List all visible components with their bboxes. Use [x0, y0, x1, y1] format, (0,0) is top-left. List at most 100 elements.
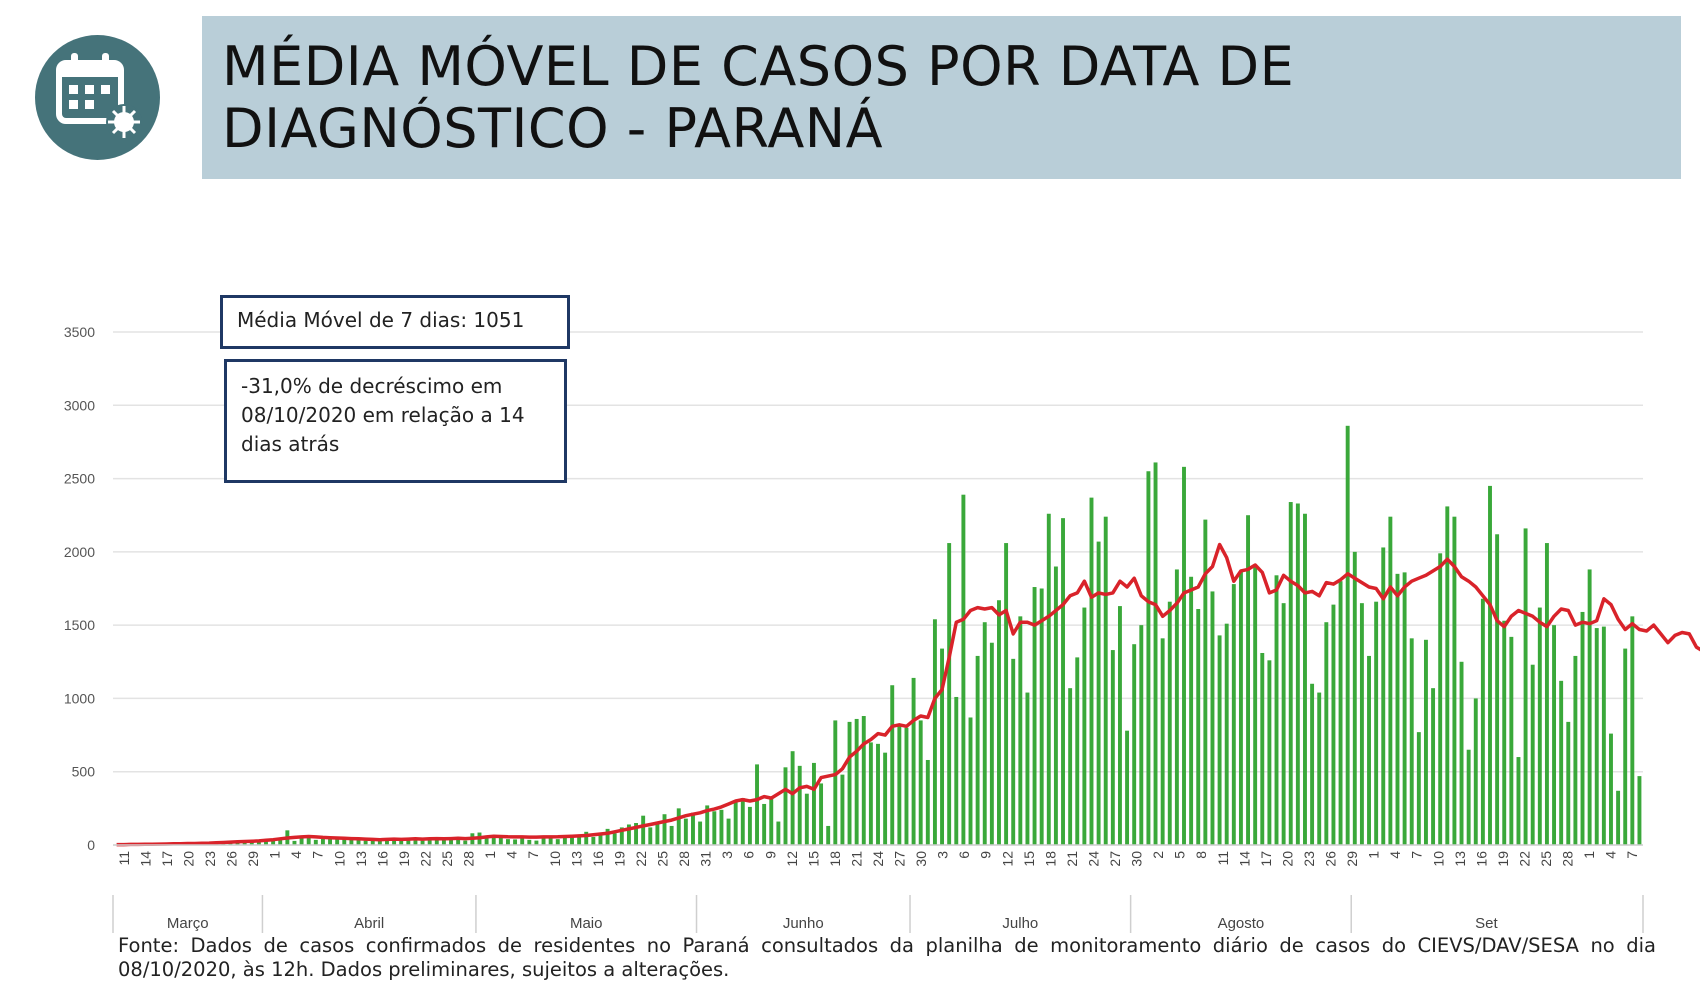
bar — [626, 824, 631, 845]
bar — [1466, 749, 1471, 845]
bar — [1160, 638, 1165, 845]
x-tick-label: 9 — [978, 851, 994, 859]
x-tick-label: 29 — [245, 851, 261, 867]
bar — [733, 801, 738, 845]
bar — [1089, 497, 1094, 845]
x-tick-label: 19 — [396, 851, 412, 867]
bar — [811, 762, 816, 845]
x-tick-label: 25 — [1538, 851, 1554, 867]
bar — [605, 828, 610, 845]
bar — [520, 838, 525, 845]
bar — [598, 834, 603, 845]
bar — [1146, 471, 1151, 845]
month-label: Maio — [570, 915, 603, 932]
bar — [1153, 462, 1158, 845]
x-tick-label: 30 — [913, 851, 929, 867]
x-tick-label: 16 — [590, 851, 606, 867]
bar — [1352, 551, 1357, 845]
bar — [584, 831, 589, 845]
bar — [441, 839, 446, 845]
bar — [399, 839, 404, 845]
y-tick-label: 1000 — [64, 690, 95, 706]
bar — [712, 811, 717, 845]
bar — [1523, 528, 1528, 845]
bar — [1537, 607, 1542, 845]
bar — [377, 840, 382, 845]
bar — [449, 839, 453, 845]
bar — [342, 839, 347, 845]
bar — [918, 720, 923, 845]
bar — [662, 814, 667, 845]
x-tick-label: 21 — [849, 851, 865, 867]
bar — [1324, 622, 1329, 845]
bar — [1167, 601, 1172, 845]
bar — [1388, 516, 1393, 845]
bar — [1032, 587, 1037, 845]
bar — [1018, 616, 1023, 845]
x-tick-label: 9 — [762, 851, 778, 859]
y-tick-label: 3000 — [64, 397, 95, 413]
x-tick-label: 18 — [1042, 851, 1058, 867]
bar — [1253, 565, 1258, 845]
x-tick-label: 13 — [353, 851, 369, 867]
moving-average-series — [116, 542, 1700, 847]
bar — [1594, 628, 1599, 845]
bar — [1395, 573, 1400, 845]
x-tick-label: 24 — [1086, 851, 1102, 867]
bar — [363, 840, 368, 845]
x-tick-label: 14 — [137, 851, 153, 867]
bar — [876, 743, 880, 845]
x-tick-label: 25 — [655, 851, 671, 867]
month-label: Março — [167, 915, 209, 932]
bar — [904, 727, 909, 845]
bar — [570, 834, 574, 845]
month-label: Julho — [1002, 915, 1038, 932]
x-tick-label: 12 — [784, 851, 800, 867]
bar — [1061, 518, 1065, 845]
x-tick-label: 6 — [956, 851, 972, 859]
y-tick-label: 2000 — [64, 544, 95, 560]
bar — [591, 836, 596, 845]
bar — [705, 805, 710, 845]
bar — [1516, 757, 1521, 845]
x-tick-label: 17 — [1258, 851, 1274, 867]
x-tick-label: 6 — [741, 851, 757, 859]
bar — [541, 836, 546, 845]
bar — [1182, 466, 1186, 845]
bar — [1402, 572, 1407, 845]
bar — [370, 840, 375, 845]
decrease-line-3: dias atrás — [241, 432, 340, 456]
bar — [1637, 776, 1642, 845]
bar — [683, 818, 688, 845]
bar — [1025, 692, 1030, 845]
bar — [612, 833, 617, 845]
bar — [292, 840, 297, 845]
x-tick-label: 19 — [1495, 851, 1511, 867]
x-tick-label: 15 — [805, 851, 821, 867]
bar — [1310, 683, 1315, 845]
bar — [1174, 569, 1179, 845]
y-tick-label: 500 — [72, 764, 96, 780]
bar — [1267, 660, 1272, 845]
x-tick-label: 26 — [1323, 851, 1339, 867]
bar — [726, 818, 731, 845]
bar — [1075, 657, 1080, 845]
bar — [790, 751, 795, 845]
bar — [1580, 611, 1585, 845]
calendar-virus-icon — [35, 35, 160, 160]
bar — [505, 839, 510, 845]
x-tick-label: 4 — [504, 851, 520, 859]
bar — [1139, 625, 1144, 845]
x-tick-label: 28 — [676, 851, 692, 867]
x-tick-label: 10 — [331, 851, 347, 867]
x-tick-label: 13 — [1452, 851, 1468, 867]
bar — [1110, 650, 1115, 845]
bar — [1559, 680, 1564, 845]
x-tick-label: 4 — [1603, 851, 1619, 859]
bar — [833, 720, 838, 845]
bar — [335, 839, 340, 845]
bar — [328, 837, 333, 845]
bar — [634, 823, 639, 845]
x-tick-label: 28 — [461, 851, 477, 867]
